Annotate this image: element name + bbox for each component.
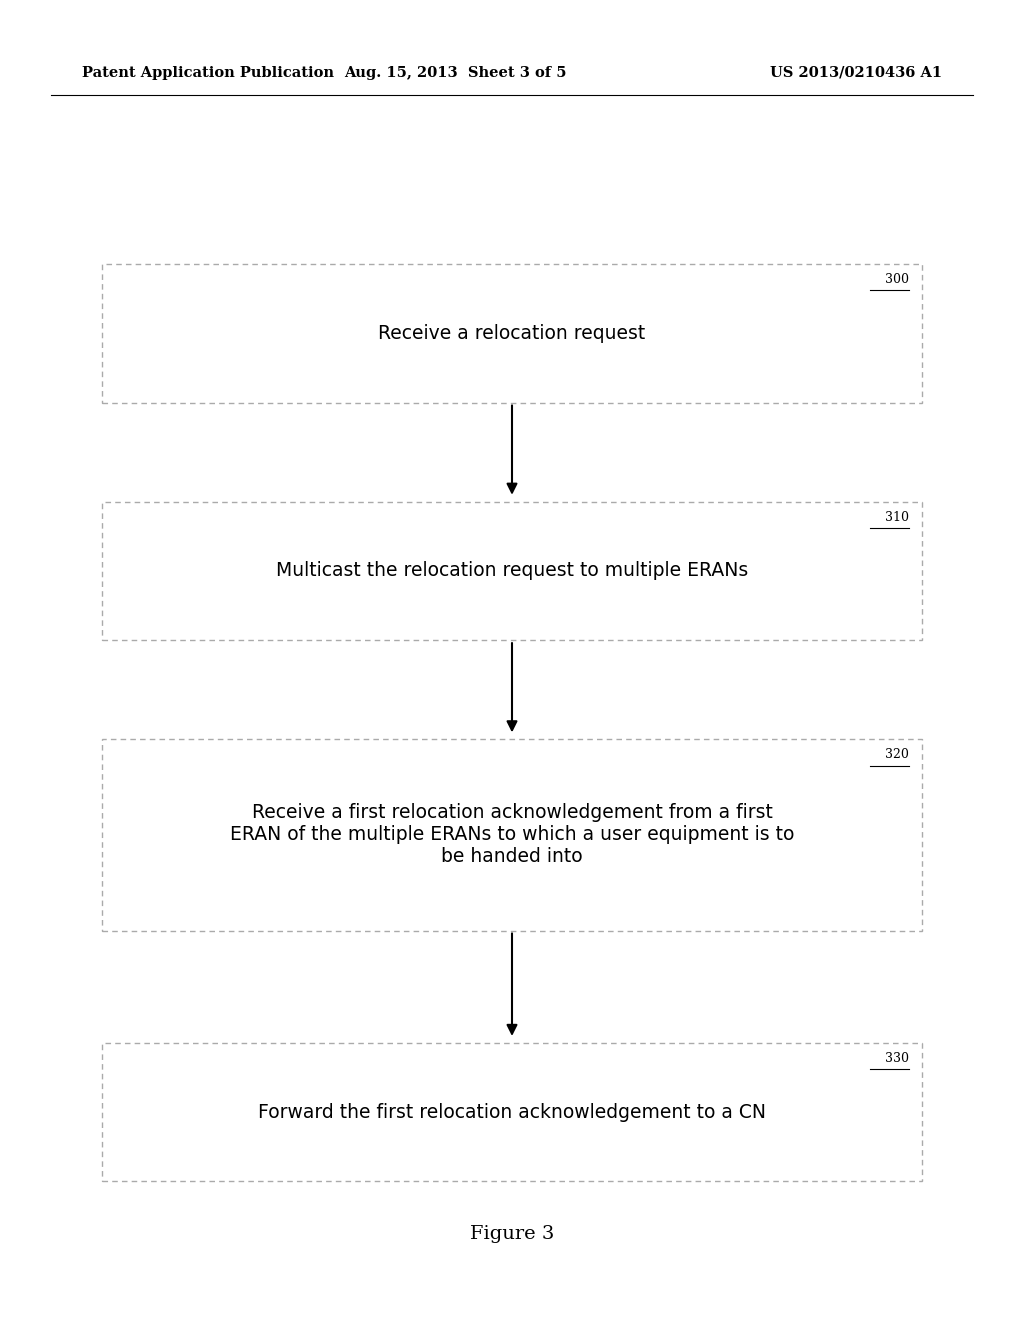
- Text: Receive a first relocation acknowledgement from a first
ERAN of the multiple ERA: Receive a first relocation acknowledgeme…: [229, 804, 795, 866]
- Text: Forward the first relocation acknowledgement to a CN: Forward the first relocation acknowledge…: [258, 1102, 766, 1122]
- Text: Multicast the relocation request to multiple ERANs: Multicast the relocation request to mult…: [275, 561, 749, 581]
- Text: Figure 3: Figure 3: [470, 1225, 554, 1243]
- FancyBboxPatch shape: [102, 264, 922, 403]
- Text: US 2013/0210436 A1: US 2013/0210436 A1: [770, 66, 942, 79]
- Text: Patent Application Publication: Patent Application Publication: [82, 66, 334, 79]
- Text: 300: 300: [886, 273, 909, 286]
- Text: Aug. 15, 2013  Sheet 3 of 5: Aug. 15, 2013 Sheet 3 of 5: [344, 66, 567, 79]
- FancyBboxPatch shape: [102, 502, 922, 640]
- Text: 320: 320: [886, 748, 909, 762]
- Text: 310: 310: [886, 511, 909, 524]
- FancyBboxPatch shape: [102, 739, 922, 931]
- Text: 330: 330: [886, 1052, 909, 1065]
- Text: Receive a relocation request: Receive a relocation request: [379, 323, 645, 343]
- FancyBboxPatch shape: [102, 1043, 922, 1181]
